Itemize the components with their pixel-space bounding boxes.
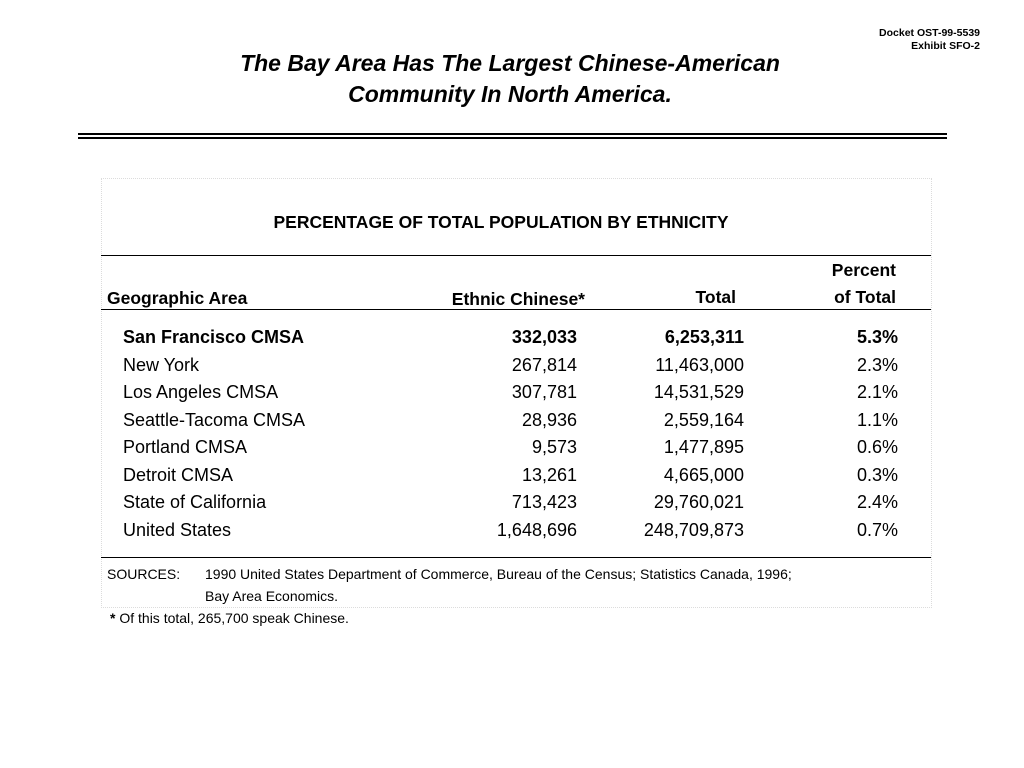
cell-total: 4,665,000: [663, 464, 744, 485]
cell-percent: 2.3%: [856, 354, 898, 375]
table-row: Seattle-Tacoma CMSA 28,936 2,559,164 1.1…: [0, 409, 1024, 437]
cell-ethnic-chinese: 1,648,696: [496, 519, 577, 540]
cell-percent: 0.6%: [856, 437, 898, 457]
column-header-total: Total: [695, 287, 736, 307]
table-row: United States 1,648,696 248,709,873 0.7%: [0, 519, 1024, 547]
cell-ethnic-chinese: 28,936: [521, 409, 577, 430]
cell-total: 2,559,164: [663, 409, 744, 430]
column-header-percent-line-2: of Total: [834, 287, 896, 307]
column-header-ethnic-chinese: Ethnic Chinese*: [451, 289, 585, 309]
cell-area: New York: [123, 354, 200, 375]
sources-label: SOURCES:: [107, 566, 181, 582]
cell-total: 6,253,311: [664, 327, 744, 347]
cell-total: 29,760,021: [653, 492, 744, 512]
cell-percent: 2.4%: [856, 492, 898, 512]
cell-total: 1,477,895: [663, 437, 744, 457]
table-bottom-rule: [101, 557, 931, 558]
sources-text-line-2: Bay Area Economics.: [205, 588, 339, 604]
table-row: Portland CMSA 9,573 1,477,895 0.6%: [0, 436, 1024, 464]
cell-ethnic-chinese: 332,033: [511, 327, 577, 347]
page-title: The Bay Area Has The Largest Chinese-Ame…: [160, 48, 860, 110]
frame-edge-right: [931, 178, 932, 608]
title-divider-top: [78, 133, 947, 135]
page-title-line-2: Community In North America.: [348, 81, 672, 107]
cell-percent: 0.3%: [856, 464, 898, 485]
cell-ethnic-chinese: 307,781: [511, 382, 577, 402]
cell-area: State of California: [123, 492, 267, 512]
cell-percent: 0.7%: [856, 519, 898, 540]
footnote: * Of this total, 265,700 speak Chinese.: [110, 610, 349, 626]
cell-percent: 1.1%: [856, 409, 898, 430]
cell-area: Seattle-Tacoma CMSA: [123, 409, 306, 430]
cell-area: San Francisco CMSA: [123, 327, 305, 347]
page-title-line-1: The Bay Area Has The Largest Chinese-Ame…: [240, 50, 780, 76]
cell-total: 14,531,529: [653, 382, 744, 402]
cell-percent: 5.3%: [856, 327, 898, 347]
footnote-marker: *: [110, 610, 116, 626]
exhibit-number: Exhibit SFO-2: [911, 39, 980, 52]
table-row: San Francisco CMSA 332,033 6,253,311 5.3…: [0, 326, 1024, 354]
docket-label: Docket OST-99-5539 Exhibit SFO-2: [879, 27, 980, 52]
frame-edge-top: [101, 178, 932, 179]
table-title: PERCENTAGE OF TOTAL POPULATION BY ETHNIC…: [273, 212, 729, 232]
cell-total: 248,709,873: [643, 519, 744, 540]
column-header-percent-line-1: Percent: [831, 260, 896, 280]
cell-area: Detroit CMSA: [123, 464, 234, 485]
cell-total: 11,463,000: [655, 354, 744, 375]
cell-ethnic-chinese: 713,423: [511, 492, 577, 512]
table-row: Detroit CMSA 13,261 4,665,000 0.3%: [0, 464, 1024, 492]
cell-ethnic-chinese: 13,261: [521, 464, 577, 485]
cell-ethnic-chinese: 267,814: [511, 354, 577, 375]
frame-edge-left: [101, 178, 102, 608]
footnote-text: Of this total, 265,700 speak Chinese.: [115, 610, 349, 626]
table-row: New York 267,814 11,463,000 2.3%: [0, 354, 1024, 382]
cell-ethnic-chinese: 9,573: [531, 437, 577, 457]
docket-number: Docket OST-99-5539: [879, 27, 980, 39]
sources-note: SOURCES: 1990 United States Department of…: [107, 563, 792, 607]
column-header-geographic-area: Geographic Area: [107, 288, 248, 308]
cell-area: Portland CMSA: [123, 437, 248, 457]
sources-text-line-1: 1990 United States Department of Commerc…: [205, 566, 792, 582]
cell-area: Los Angeles CMSA: [123, 382, 279, 402]
column-header-percent: Percent of Total: [790, 257, 896, 311]
table-header-bottom-rule: [101, 309, 931, 310]
frame-edge-bottom: [101, 607, 932, 608]
table-header-top-rule: [101, 255, 931, 256]
cell-percent: 2.1%: [856, 382, 898, 402]
cell-area: United States: [123, 519, 232, 540]
table-row: State of California 713,423 29,760,021 2…: [0, 491, 1024, 519]
table-body: San Francisco CMSA 332,033 6,253,311 5.3…: [0, 326, 1024, 546]
table-row: Los Angeles CMSA 307,781 14,531,529 2.1%: [0, 381, 1024, 409]
table-frame: [101, 178, 932, 608]
title-divider-bottom: [78, 137, 947, 139]
